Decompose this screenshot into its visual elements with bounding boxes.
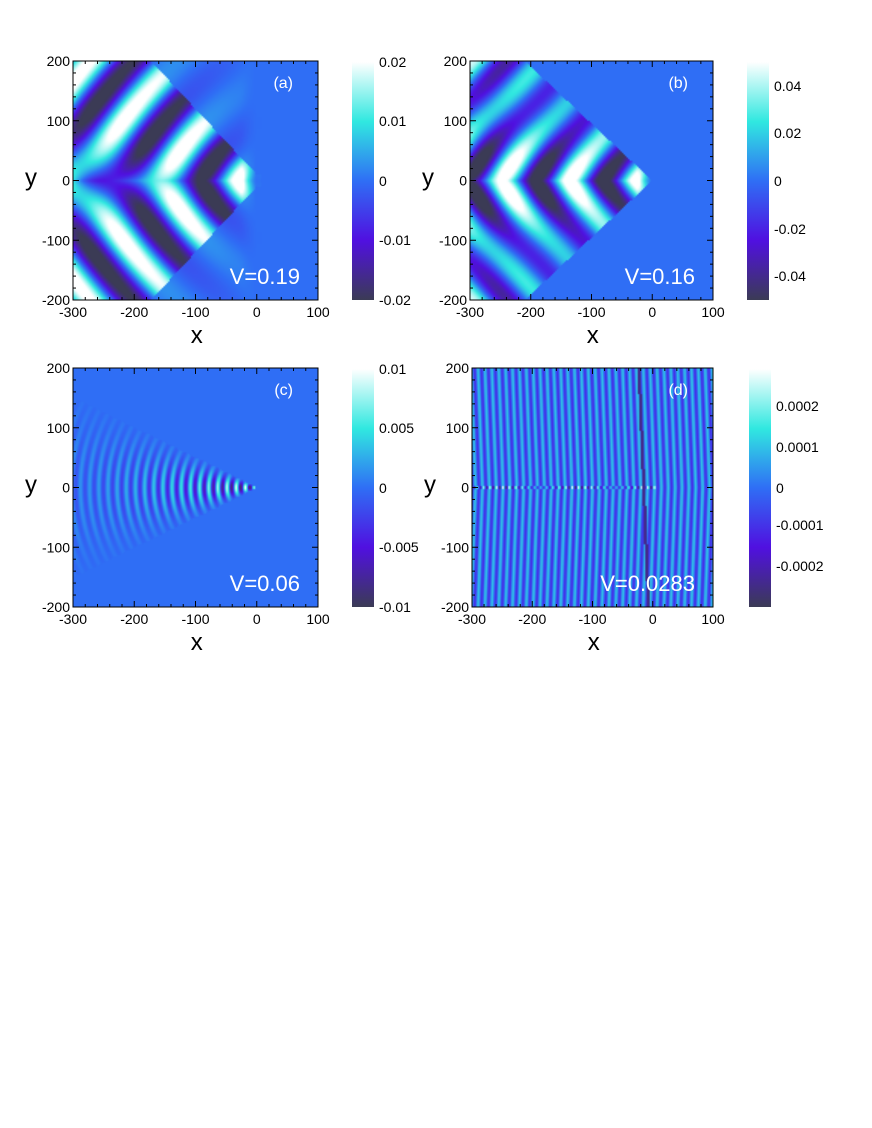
x-tick-label: -100 — [181, 304, 209, 320]
y-tick-label: 100 — [446, 420, 470, 436]
panel-a: -300 -200 -100 0 100 200 100 0 -100 -200… — [25, 53, 411, 349]
panel-label: (b) — [668, 75, 688, 92]
colorbar-tick-label: 0.0001 — [776, 439, 819, 455]
x-axis-label: x — [191, 629, 203, 656]
y-tick-label: 200 — [47, 53, 71, 69]
colorbar-tick-label: -0.0002 — [776, 558, 824, 574]
y-tick-label: 200 — [444, 53, 468, 69]
x-tick-label: -300 — [59, 304, 87, 320]
tick-marks — [469, 60, 714, 301]
velocity-annotation: V=0.0283 — [600, 571, 695, 596]
heatmap-image — [470, 61, 713, 300]
tick-marks — [471, 367, 714, 608]
colorbar-tick-label: 0 — [379, 173, 387, 189]
colorbar-tick-label: 0 — [379, 480, 387, 496]
heatmap-image — [73, 368, 318, 607]
x-tick-label: -100 — [577, 304, 605, 320]
colorbar-tick-label: 0.02 — [379, 54, 406, 70]
x-tick-label: 100 — [701, 304, 725, 320]
velocity-annotation: V=0.19 — [230, 264, 300, 289]
colorbar-tick-label: 0.01 — [379, 113, 406, 129]
y-tick-label: 0 — [62, 480, 70, 496]
colorbar — [747, 62, 769, 300]
panel-label: (c) — [274, 382, 293, 399]
panel-label: (a) — [273, 75, 293, 92]
x-axis-label: x — [588, 629, 600, 656]
x-tick-label: 100 — [306, 611, 330, 627]
panel-c: -300 -200 -100 0 100 200 100 0 -100 -200… — [25, 360, 419, 656]
colorbar-tick-label: 0 — [774, 173, 782, 189]
y-tick-label: -100 — [42, 232, 70, 248]
x-axis-label: x — [191, 322, 203, 349]
y-axis-label: y — [25, 472, 37, 499]
colorbar-tick-label: -0.01 — [379, 599, 411, 615]
colorbar-tick-label: -0.02 — [774, 221, 806, 237]
x-tick-label: 100 — [306, 304, 330, 320]
y-tick-label: 200 — [446, 360, 470, 376]
y-tick-label: -100 — [439, 232, 467, 248]
colorbar-tick-label: 0.04 — [774, 78, 801, 94]
figure: -300 -200 -100 0 100 200 100 0 -100 -200… — [25, 53, 824, 656]
x-tick-label: -200 — [518, 611, 546, 627]
colorbar-tick-label: 0.0002 — [776, 398, 819, 414]
x-tick-label: -200 — [120, 304, 148, 320]
y-tick-label: 100 — [444, 113, 468, 129]
colorbar-tick-label: -0.01 — [379, 232, 411, 248]
y-tick-label: 0 — [459, 173, 467, 189]
y-tick-label: -200 — [42, 599, 70, 615]
x-tick-label: 0 — [253, 611, 261, 627]
y-axis-label: y — [424, 472, 436, 499]
x-tick-label: -300 — [458, 611, 486, 627]
tick-marks — [72, 367, 319, 608]
colorbar-tick-label: -0.0001 — [776, 517, 824, 533]
heatmap-image — [73, 61, 318, 300]
x-tick-label: 100 — [701, 611, 725, 627]
x-tick-label: 0 — [253, 304, 261, 320]
x-axis-label: x — [587, 322, 599, 349]
colorbar-tick-label: -0.04 — [774, 268, 806, 284]
velocity-annotation: V=0.06 — [230, 571, 300, 596]
colorbar-tick-label: 0 — [776, 480, 784, 496]
colorbar — [352, 62, 374, 300]
x-tick-label: -100 — [181, 611, 209, 627]
panel-d: -300 -200 -100 0 100 200 100 0 -100 -200… — [424, 360, 824, 656]
colorbar-tick-label: 0.01 — [379, 361, 406, 377]
colorbar — [749, 369, 771, 607]
y-tick-label: -100 — [441, 539, 469, 555]
y-tick-label: -200 — [42, 292, 70, 308]
colorbar-tick-label: -0.02 — [379, 292, 411, 308]
panel-b: -300 -200 -100 0 100 200 100 0 -100 -200… — [422, 53, 806, 349]
y-tick-label: -200 — [439, 292, 467, 308]
panel-label: (d) — [668, 382, 688, 399]
y-tick-label: 0 — [461, 480, 469, 496]
colorbar-tick-label: 0.005 — [379, 420, 414, 436]
y-tick-label: 100 — [47, 113, 71, 129]
y-tick-label: -100 — [42, 539, 70, 555]
colorbar — [352, 369, 374, 607]
y-axis-label: y — [422, 165, 434, 192]
x-tick-label: 0 — [649, 611, 657, 627]
x-tick-label: -100 — [578, 611, 606, 627]
x-tick-label: -200 — [120, 611, 148, 627]
colorbar-tick-label: -0.005 — [379, 539, 419, 555]
x-tick-label: -300 — [59, 611, 87, 627]
x-tick-label: -200 — [517, 304, 545, 320]
colorbar-tick-label: 0.02 — [774, 125, 801, 141]
y-tick-label: -200 — [441, 599, 469, 615]
y-axis-label: y — [25, 165, 37, 192]
tick-marks — [72, 60, 319, 301]
x-tick-label: 0 — [648, 304, 656, 320]
y-tick-label: 100 — [47, 420, 71, 436]
y-tick-label: 200 — [47, 360, 71, 376]
y-tick-label: 0 — [62, 173, 70, 189]
x-tick-label: -300 — [456, 304, 484, 320]
velocity-annotation: V=0.16 — [625, 264, 695, 289]
heatmap-image — [472, 368, 713, 607]
